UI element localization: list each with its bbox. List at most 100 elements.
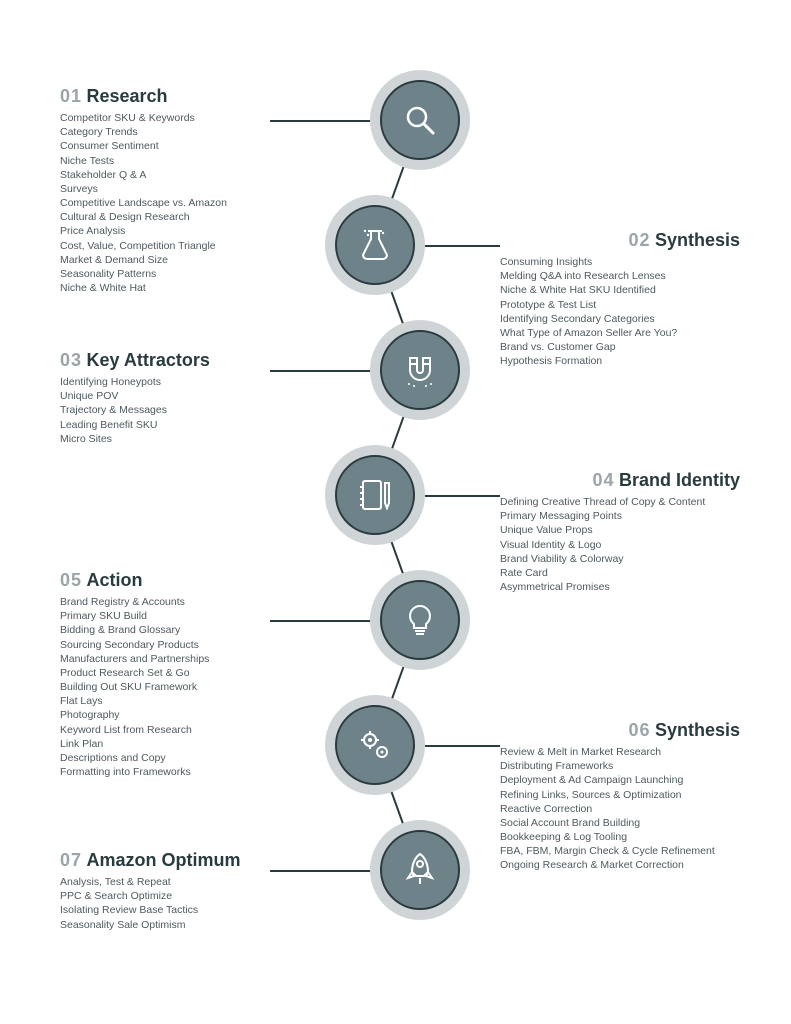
step-item: Competitive Landscape vs. Amazon: [60, 196, 260, 210]
step-item-list: Defining Creative Thread of Copy & Conte…: [500, 495, 740, 594]
step-item: Product Research Set & Go: [60, 666, 260, 680]
step-item: Social Account Brand Building: [500, 816, 740, 830]
step-title: Key Attractors: [86, 350, 209, 370]
rocket-icon: [400, 850, 440, 890]
step-text-05: 05 Action Brand Registry & AccountsPrimar…: [60, 570, 260, 779]
step-circle-06: [325, 695, 425, 795]
step-number: 05: [60, 570, 82, 590]
magnifier-icon: [400, 100, 440, 140]
step-item-list: Competitor SKU & KeywordsCategory Trends…: [60, 111, 260, 295]
step-number: 01: [60, 86, 82, 106]
step-item: Flat Lays: [60, 694, 260, 708]
step-title: Research: [86, 86, 167, 106]
step-item: PPC & Search Optimize: [60, 889, 260, 903]
step-item: Niche & White Hat: [60, 281, 260, 295]
magnet-icon: [400, 350, 440, 390]
step-circle-04: [325, 445, 425, 545]
step-item: Building Out SKU Framework: [60, 680, 260, 694]
step-item: Analysis, Test & Repeat: [60, 875, 260, 889]
step-item: Brand vs. Customer Gap: [500, 340, 740, 354]
step-item: Seasonality Patterns: [60, 267, 260, 281]
text-connector: [425, 245, 500, 247]
step-text-03: 03 Key Attractors Identifying HoneypotsUn…: [60, 350, 260, 446]
step-item: Defining Creative Thread of Copy & Conte…: [500, 495, 740, 509]
step-item: Leading Benefit SKU: [60, 418, 260, 432]
step-item: Trajectory & Messages: [60, 403, 260, 417]
step-text-07: 07 Amazon Optimum Analysis, Test & Repeat…: [60, 850, 260, 932]
step-item: Stakeholder Q & A: [60, 168, 260, 182]
step-item: Primary SKU Build: [60, 609, 260, 623]
step-item: Asymmetrical Promises: [500, 580, 740, 594]
text-connector: [270, 620, 370, 622]
step-item: Descriptions and Copy: [60, 751, 260, 765]
step-item: Niche & White Hat SKU Identified: [500, 283, 740, 297]
step-item: Review & Melt in Market Research: [500, 745, 740, 759]
step-item: Deployment & Ad Campaign Launching: [500, 773, 740, 787]
step-item: Niche Tests: [60, 154, 260, 168]
step-title: Synthesis: [655, 720, 740, 740]
step-text-02: 02 SynthesisConsuming InsightsMelding Q&…: [500, 230, 740, 368]
step-item: Primary Messaging Points: [500, 509, 740, 523]
step-item: Visual Identity & Logo: [500, 538, 740, 552]
step-item: Unique POV: [60, 389, 260, 403]
step-item: Surveys: [60, 182, 260, 196]
gears-icon: [355, 725, 395, 765]
step-circle-01: [370, 70, 470, 170]
step-circle-05: [370, 570, 470, 670]
step-item: Identifying Secondary Categories: [500, 312, 740, 326]
step-item: Market & Demand Size: [60, 253, 260, 267]
step-item-list: Review & Melt in Market ResearchDistribu…: [500, 745, 740, 873]
step-item: Category Trends: [60, 125, 260, 139]
step-number: 06: [628, 720, 650, 740]
bulb-icon: [400, 600, 440, 640]
step-title: Amazon Optimum: [86, 850, 240, 870]
step-item: Bidding & Brand Glossary: [60, 623, 260, 637]
step-item: Reactive Correction: [500, 802, 740, 816]
step-item: FBA, FBM, Margin Check & Cycle Refinemen…: [500, 844, 740, 858]
step-title: Brand Identity: [619, 470, 740, 490]
step-item: Cultural & Design Research: [60, 210, 260, 224]
step-item: Photography: [60, 708, 260, 722]
step-number: 02: [628, 230, 650, 250]
step-item: Identifying Honeypots: [60, 375, 260, 389]
step-circle-07: [370, 820, 470, 920]
step-number: 03: [60, 350, 82, 370]
step-text-06: 06 Synthesis Review & Melt in Market Rese…: [500, 720, 740, 873]
step-item: Prototype & Test List: [500, 298, 740, 312]
step-item: Isolating Review Base Tactics: [60, 903, 260, 917]
step-item: Ongoing Research & Market Correction: [500, 858, 740, 872]
step-item: Price Analysis: [60, 224, 260, 238]
step-number: 04: [593, 470, 615, 490]
step-item: Rate Card: [500, 566, 740, 580]
step-item: Refining Links, Sources & Optimization: [500, 788, 740, 802]
step-item: Bookkeeping & Log Tooling: [500, 830, 740, 844]
text-connector: [425, 495, 500, 497]
step-item: What Type of Amazon Seller Are You?: [500, 326, 740, 340]
step-item: Keyword List from Research: [60, 723, 260, 737]
step-item: Unique Value Props: [500, 523, 740, 537]
notebook-icon: [355, 475, 395, 515]
step-item-list: Identifying HoneypotsUnique POVTrajector…: [60, 375, 260, 446]
step-item: Link Plan: [60, 737, 260, 751]
step-item: Brand Viability & Colorway: [500, 552, 740, 566]
step-title: Action: [86, 570, 142, 590]
step-circle-03: [370, 320, 470, 420]
step-item: Seasonality Sale Optimism: [60, 918, 260, 932]
flask-icon: [355, 225, 395, 265]
step-text-04: 04 Brand Identity Defining Creative Threa…: [500, 470, 740, 594]
text-connector: [270, 870, 370, 872]
step-number: 07: [60, 850, 82, 870]
step-item-list: Brand Registry & AccountsPrimary SKU Bui…: [60, 595, 260, 779]
step-item: Hypothesis Formation: [500, 354, 740, 368]
step-title: Synthesis: [655, 230, 740, 250]
step-item-list: Analysis, Test & RepeatPPC & Search Opti…: [60, 875, 260, 932]
step-text-01: 01 Research Competitor SKU & KeywordsCate…: [60, 86, 260, 295]
step-item: Sourcing Secondary Products: [60, 638, 260, 652]
step-item: Manufacturers and Partnerships: [60, 652, 260, 666]
text-connector: [270, 120, 370, 122]
step-item: Melding Q&A into Research Lenses: [500, 269, 740, 283]
text-connector: [270, 370, 370, 372]
step-item: Competitor SKU & Keywords: [60, 111, 260, 125]
step-item: Brand Registry & Accounts: [60, 595, 260, 609]
step-item: Distributing Frameworks: [500, 759, 740, 773]
